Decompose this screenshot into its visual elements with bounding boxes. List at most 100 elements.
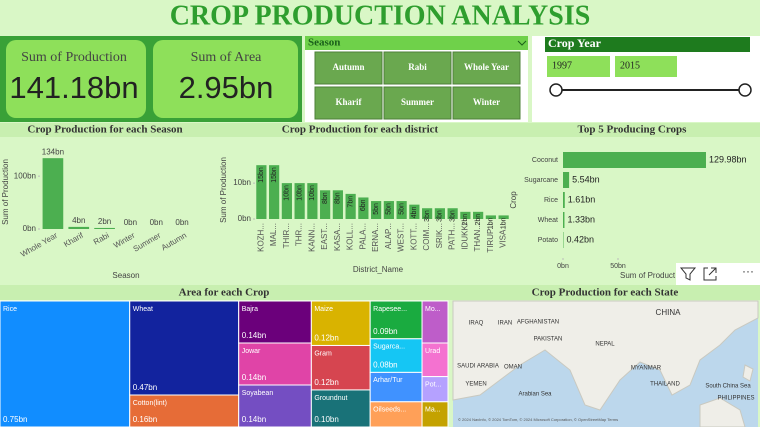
tile-label: Bajra xyxy=(242,306,258,313)
tile-label: Maize xyxy=(314,306,333,313)
data-label: 5.54bn xyxy=(572,174,600,184)
y-axis-title: Sum of Production xyxy=(1,159,10,225)
data-label: 0bn xyxy=(124,218,137,227)
data-label: 1.61bn xyxy=(568,194,596,204)
slicer-option[interactable] xyxy=(314,86,383,120)
data-label: 3bn xyxy=(449,210,456,222)
data-label: 3bn xyxy=(424,210,431,222)
treemap-tile xyxy=(421,376,449,403)
bar xyxy=(447,208,458,219)
slicer-option[interactable] xyxy=(383,86,452,120)
bar xyxy=(473,211,484,219)
bar xyxy=(269,165,280,219)
slicer-option-label: Rabi xyxy=(408,62,427,72)
card xyxy=(153,40,298,118)
bar xyxy=(563,172,570,188)
map-label: MYANMAR xyxy=(631,366,662,372)
bar xyxy=(307,183,318,219)
slicer-option[interactable] xyxy=(452,51,521,85)
slicer-option[interactable] xyxy=(452,86,521,120)
bar xyxy=(281,183,292,219)
filter-icon[interactable] xyxy=(679,267,697,281)
data-label: 10bn xyxy=(309,185,316,201)
slicer-option-label: Autumn xyxy=(332,62,364,72)
map-label: THAILAND xyxy=(650,382,680,388)
tile-label: Gram xyxy=(314,350,332,357)
year-input[interactable] xyxy=(547,56,610,77)
map-land xyxy=(742,364,754,382)
data-label: 8bn xyxy=(335,192,342,204)
chart-title: Crop Production for each Season xyxy=(27,124,182,136)
data-label: 10bn xyxy=(284,185,291,201)
data-label: 5bn xyxy=(386,203,393,215)
slicer-option[interactable] xyxy=(314,51,383,85)
data-label: 7bn xyxy=(347,196,354,208)
data-label: 6bn xyxy=(360,199,367,211)
bar xyxy=(320,190,331,219)
card-label: Sum of Area xyxy=(191,50,263,65)
data-label: 15bn xyxy=(271,167,278,183)
title-bar xyxy=(0,123,760,137)
treemap-tile xyxy=(238,342,312,386)
bar xyxy=(563,192,565,208)
map-label: YEMEN xyxy=(465,382,486,388)
treemap-tile xyxy=(369,371,423,403)
dropdown-icon[interactable] xyxy=(517,40,527,46)
x-tick-label: THAN... xyxy=(473,223,482,251)
chart-title: Area for each Crop xyxy=(179,287,270,299)
y-axis-title: Sum of Production xyxy=(219,157,228,223)
year-input[interactable] xyxy=(615,56,677,77)
slicer-option[interactable] xyxy=(383,51,452,85)
x-tick-label: KOZH... xyxy=(256,223,265,252)
bar xyxy=(358,197,369,219)
map-label: PAKISTAN xyxy=(534,337,563,343)
y-tick-label: 10bn xyxy=(233,178,251,187)
bar xyxy=(256,165,267,219)
tile-label: Wheat xyxy=(133,306,153,313)
tile-value: 0.12bn xyxy=(314,378,338,387)
map-label: SAUDI ARABIA xyxy=(457,364,499,370)
icon-bar xyxy=(676,263,760,285)
map-label: CHINA xyxy=(656,308,682,317)
tile-value: 0.08bn xyxy=(373,361,397,370)
bar xyxy=(563,212,565,228)
bar xyxy=(68,226,90,229)
y-tick-label: Wheat xyxy=(538,217,558,224)
focus-icon[interactable] xyxy=(703,267,717,281)
tile-label: Jowar xyxy=(242,348,261,355)
treemap-tile xyxy=(421,401,449,427)
map: CHINA IRAQ IRAN AFGHANISTAN PAKISTAN NEPAL SAU… xyxy=(452,300,759,427)
treemap-tile xyxy=(369,300,423,340)
x-tick-label: MAL... xyxy=(269,223,278,246)
data-label: 15bn xyxy=(258,167,265,183)
tile-value: 0.12bn xyxy=(314,334,338,343)
tile-value: 0.47bn xyxy=(133,383,157,392)
x-tick-label: KOTT... xyxy=(409,223,418,250)
more-icon[interactable]: ··· xyxy=(742,264,754,278)
card-value: 141.18bn xyxy=(9,70,138,105)
slicer-header xyxy=(545,37,750,52)
slider-handle[interactable] xyxy=(549,83,563,97)
bar xyxy=(396,201,407,219)
x-axis-title: Sum of Product xyxy=(620,271,676,280)
treemap-tile xyxy=(369,338,423,373)
card-label: Sum of Production xyxy=(21,50,127,65)
treemap-tile xyxy=(421,300,449,344)
tile-value: 0.75bn xyxy=(3,415,27,424)
bar xyxy=(460,211,471,219)
x-tick-label: PATH... xyxy=(448,223,457,250)
chart-title: Crop Production for each State xyxy=(532,287,679,299)
slicer-title: Crop Year xyxy=(548,36,602,50)
tile-label: Sugarca... xyxy=(373,344,405,351)
data-label: 2bn xyxy=(98,217,111,226)
tile-label: Urad xyxy=(425,348,440,355)
slider-handle[interactable] xyxy=(738,83,752,97)
data-label: 0.42bn xyxy=(566,234,594,244)
bar xyxy=(42,158,64,229)
bar xyxy=(383,201,394,219)
tile-value: 0.14bn xyxy=(242,331,266,340)
slicer-option-label: Summer xyxy=(401,97,434,107)
data-label: 2bn xyxy=(462,214,469,226)
tile-label: Cotton(lint) xyxy=(133,400,167,407)
